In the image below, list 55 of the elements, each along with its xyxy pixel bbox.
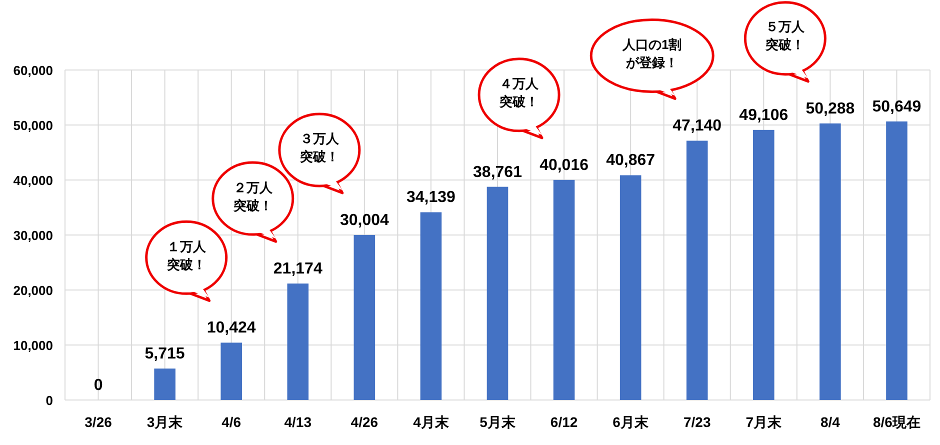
- bar: [553, 180, 575, 400]
- x-tick-label: 4/6: [222, 414, 242, 430]
- bar: [287, 284, 309, 400]
- data-label: 40,867: [606, 152, 656, 170]
- bar: [686, 140, 708, 400]
- x-tick-label: 4/26: [350, 414, 378, 430]
- data-label: 50,649: [872, 98, 922, 116]
- callout: ２万人突破！: [212, 161, 294, 243]
- y-tick-label: 60,000: [13, 63, 53, 78]
- x-tick-label: 3/26: [84, 414, 112, 430]
- annotation: ３万人突破！: [298, 130, 340, 166]
- annotation: ２万人突破！: [232, 178, 274, 215]
- data-label: 34,139: [406, 189, 456, 206]
- y-tick-label: 0: [46, 393, 53, 408]
- data-label: 47,140: [672, 118, 722, 135]
- x-tick-label: 3月末: [146, 414, 184, 430]
- data-label: 0: [94, 377, 103, 394]
- y-tick-label: 50,000: [13, 118, 53, 133]
- x-tick-label: 7/23: [683, 414, 711, 430]
- data-label: 38,761: [473, 164, 522, 181]
- data-label: 5,715: [144, 346, 185, 363]
- x-tick-label: 7月末: [746, 414, 783, 430]
- annotation: ４万人突破！: [498, 74, 540, 111]
- bar: [486, 186, 508, 400]
- y-tick-label: 30,000: [13, 228, 53, 243]
- x-tick-label: 8/4: [820, 414, 840, 430]
- x-tick-label: 6/12: [550, 414, 578, 430]
- data-label: 50,288: [806, 100, 855, 118]
- x-tick-label: 4月末: [413, 414, 450, 430]
- x-tick-label: 6月末: [612, 414, 650, 430]
- bar: [154, 368, 176, 400]
- bar: [886, 121, 908, 400]
- y-tick-label: 20,000: [13, 283, 53, 298]
- callout: ５万人突破！: [744, 1, 826, 83]
- bar: [220, 342, 242, 400]
- y-tick-label: 40,000: [13, 173, 53, 188]
- bar: [420, 212, 442, 400]
- annotation: １万人突破！: [166, 238, 207, 274]
- data-label: 21,174: [273, 260, 322, 278]
- bar: [354, 234, 376, 400]
- x-tick-label: 4/13: [284, 414, 312, 430]
- callout: １万人突破！: [145, 220, 228, 302]
- callout: ３万人突破！: [278, 112, 361, 194]
- bar: [620, 175, 642, 400]
- data-label: 30,004: [340, 212, 389, 229]
- callout: ４万人突破！: [478, 58, 560, 140]
- callout: 人口の1割が登録！: [590, 18, 714, 100]
- x-tick-label: 5月末: [480, 414, 516, 430]
- x-tick-label: 8/6現在: [872, 414, 920, 430]
- bar: [820, 123, 841, 400]
- data-label: 40,016: [540, 156, 589, 174]
- y-tick-label: 10,000: [13, 338, 53, 353]
- data-label: 10,424: [206, 320, 256, 337]
- bar: [753, 130, 774, 400]
- data-label: 49,106: [739, 106, 788, 124]
